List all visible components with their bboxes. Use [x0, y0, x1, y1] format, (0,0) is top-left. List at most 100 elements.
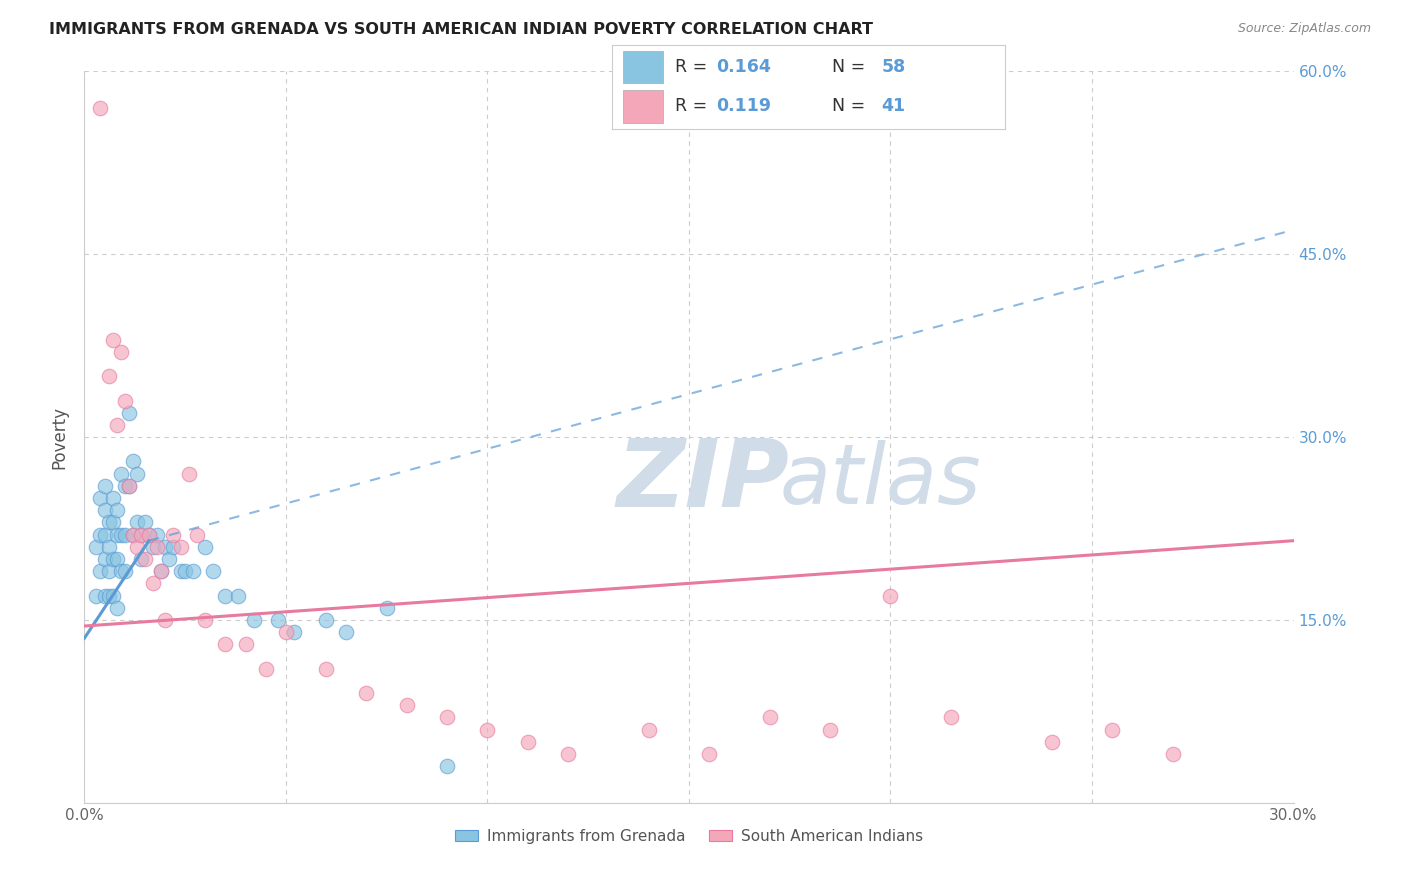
- Point: [194, 613, 217, 627]
- Point: [97, 516, 120, 530]
- Text: N =: N =: [832, 58, 870, 76]
- Point: [149, 564, 172, 578]
- Point: [86, 589, 108, 603]
- Text: R =: R =: [675, 58, 713, 76]
- Point: [335, 625, 357, 640]
- Point: [125, 540, 148, 554]
- Point: [105, 527, 128, 541]
- FancyBboxPatch shape: [623, 51, 662, 83]
- Point: [697, 747, 720, 761]
- Point: [283, 625, 305, 640]
- Point: [637, 723, 659, 737]
- Point: [101, 552, 124, 566]
- Point: [93, 552, 115, 566]
- Point: [93, 503, 115, 517]
- Point: [89, 564, 111, 578]
- Point: [879, 589, 901, 603]
- Point: [105, 417, 128, 432]
- Point: [146, 527, 169, 541]
- Point: [110, 467, 132, 481]
- Point: [315, 613, 337, 627]
- Point: [214, 589, 236, 603]
- Point: [138, 527, 160, 541]
- Point: [93, 527, 115, 541]
- Point: [202, 564, 225, 578]
- Point: [129, 527, 152, 541]
- Point: [89, 101, 111, 115]
- Point: [254, 662, 277, 676]
- Point: [121, 454, 143, 468]
- Point: [153, 613, 176, 627]
- Point: [436, 710, 458, 724]
- Point: [436, 759, 458, 773]
- Point: [114, 479, 136, 493]
- Point: [226, 589, 249, 603]
- Point: [110, 564, 132, 578]
- Point: [375, 600, 398, 615]
- Point: [101, 516, 124, 530]
- Text: Source: ZipAtlas.com: Source: ZipAtlas.com: [1237, 22, 1371, 36]
- Point: [110, 344, 132, 359]
- Point: [134, 552, 156, 566]
- Point: [242, 613, 264, 627]
- Text: atlas: atlas: [780, 441, 981, 522]
- Point: [97, 369, 120, 384]
- Text: N =: N =: [832, 97, 870, 115]
- Point: [146, 540, 169, 554]
- Point: [101, 589, 124, 603]
- Point: [118, 479, 141, 493]
- Point: [114, 393, 136, 408]
- Legend: Immigrants from Grenada, South American Indians: Immigrants from Grenada, South American …: [449, 822, 929, 850]
- Point: [142, 540, 165, 554]
- Point: [114, 527, 136, 541]
- Point: [105, 552, 128, 566]
- Point: [142, 576, 165, 591]
- Point: [114, 564, 136, 578]
- Point: [118, 479, 141, 493]
- Point: [97, 589, 120, 603]
- Point: [939, 710, 962, 724]
- Point: [97, 564, 120, 578]
- Point: [274, 625, 297, 640]
- Point: [170, 564, 193, 578]
- Point: [214, 637, 236, 651]
- Point: [170, 540, 193, 554]
- Point: [758, 710, 780, 724]
- Point: [93, 479, 115, 493]
- Point: [138, 527, 160, 541]
- Point: [101, 333, 124, 347]
- Point: [315, 662, 337, 676]
- Point: [86, 540, 108, 554]
- Point: [174, 564, 197, 578]
- Point: [179, 467, 201, 481]
- Text: 41: 41: [882, 97, 905, 115]
- Point: [125, 516, 148, 530]
- Point: [105, 503, 128, 517]
- Point: [153, 540, 176, 554]
- Point: [129, 527, 152, 541]
- Point: [105, 600, 128, 615]
- Point: [1040, 735, 1063, 749]
- Point: [162, 527, 184, 541]
- Point: [186, 527, 208, 541]
- Point: [89, 491, 111, 505]
- Point: [157, 552, 180, 566]
- Point: [557, 747, 579, 761]
- Point: [516, 735, 538, 749]
- Point: [134, 516, 156, 530]
- Point: [110, 527, 132, 541]
- Point: [1161, 747, 1184, 761]
- Point: [129, 552, 152, 566]
- Point: [235, 637, 257, 651]
- Text: IMMIGRANTS FROM GRENADA VS SOUTH AMERICAN INDIAN POVERTY CORRELATION CHART: IMMIGRANTS FROM GRENADA VS SOUTH AMERICA…: [49, 22, 873, 37]
- Point: [267, 613, 290, 627]
- Text: 0.119: 0.119: [716, 97, 770, 115]
- Text: 0.164: 0.164: [716, 58, 770, 76]
- Point: [356, 686, 378, 700]
- Point: [121, 527, 143, 541]
- Point: [118, 406, 141, 420]
- Text: ZIP: ZIP: [616, 435, 789, 527]
- Point: [93, 589, 115, 603]
- Point: [125, 467, 148, 481]
- Y-axis label: Poverty: Poverty: [51, 406, 69, 468]
